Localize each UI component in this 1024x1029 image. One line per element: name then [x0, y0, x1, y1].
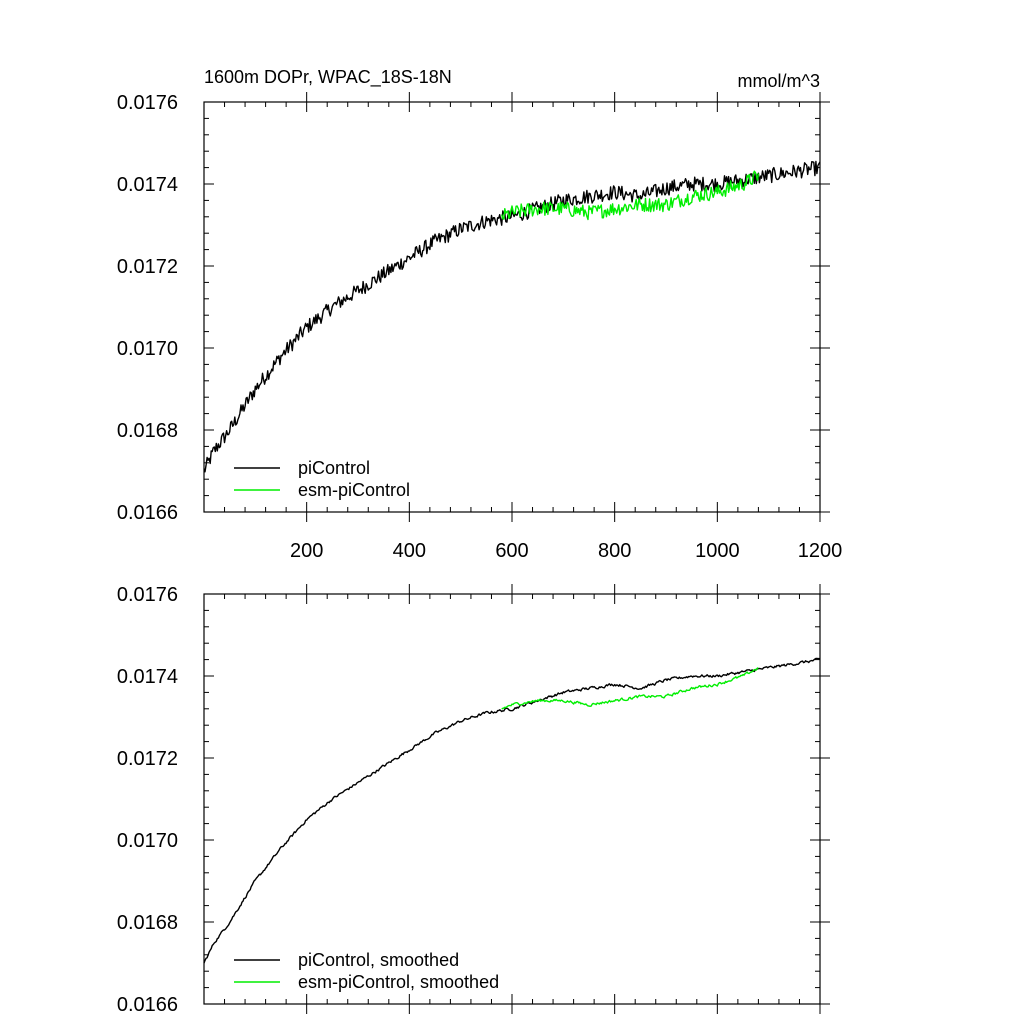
legend-label: piControl, smoothed [298, 950, 459, 970]
series-line-1 [501, 667, 759, 710]
legend-label: esm-piControl [298, 480, 410, 500]
y-tick-label: 0.0166 [117, 502, 178, 524]
plot-frame [203, 101, 821, 513]
x-tick-label: 1200 [798, 540, 843, 562]
panel-bottom: 0.0166 0.0168 0.0170 0.0172 0.0174 0.0176 piCo… [117, 584, 830, 1016]
series-line-0 [203, 160, 821, 473]
y-tick-label: 0.0174 [117, 174, 178, 196]
x-tick-label: 600 [495, 540, 528, 562]
chart-panels: 0.0166 0.0168 0.0170 0.0172 0.0174 0.0176 200 4… [117, 92, 842, 1016]
chart-title: 1600m DOPr, WPAC_18S-18N [204, 67, 452, 88]
y-tick-label: 0.0172 [117, 256, 178, 278]
y-tick-label: 0.0170 [117, 830, 178, 852]
y-tick-label: 0.0168 [117, 912, 178, 934]
series-line-1 [501, 170, 760, 221]
x-tick-label: 1000 [695, 540, 740, 562]
y-tick-label: 0.0176 [117, 584, 178, 606]
x-tick-label: 200 [290, 540, 323, 562]
y-tick-label: 0.0168 [117, 420, 178, 442]
x-tick-label: 800 [598, 540, 631, 562]
panel-top: 0.0166 0.0168 0.0170 0.0172 0.0174 0.0176 200 4… [117, 92, 842, 562]
series-line-0 [203, 657, 821, 964]
y-tick-label: 0.0176 [117, 92, 178, 114]
legend-label: piControl [298, 458, 370, 478]
y-tick-label: 0.0166 [117, 994, 178, 1016]
y-tick-label: 0.0170 [117, 338, 178, 360]
x-tick-label: 400 [393, 540, 426, 562]
y-tick-label: 0.0174 [117, 666, 178, 688]
legend-label: esm-piControl, smoothed [298, 972, 499, 992]
plot-frame [203, 593, 821, 1005]
units-label: mmol/m^3 [738, 71, 820, 91]
y-tick-label: 0.0172 [117, 748, 178, 770]
